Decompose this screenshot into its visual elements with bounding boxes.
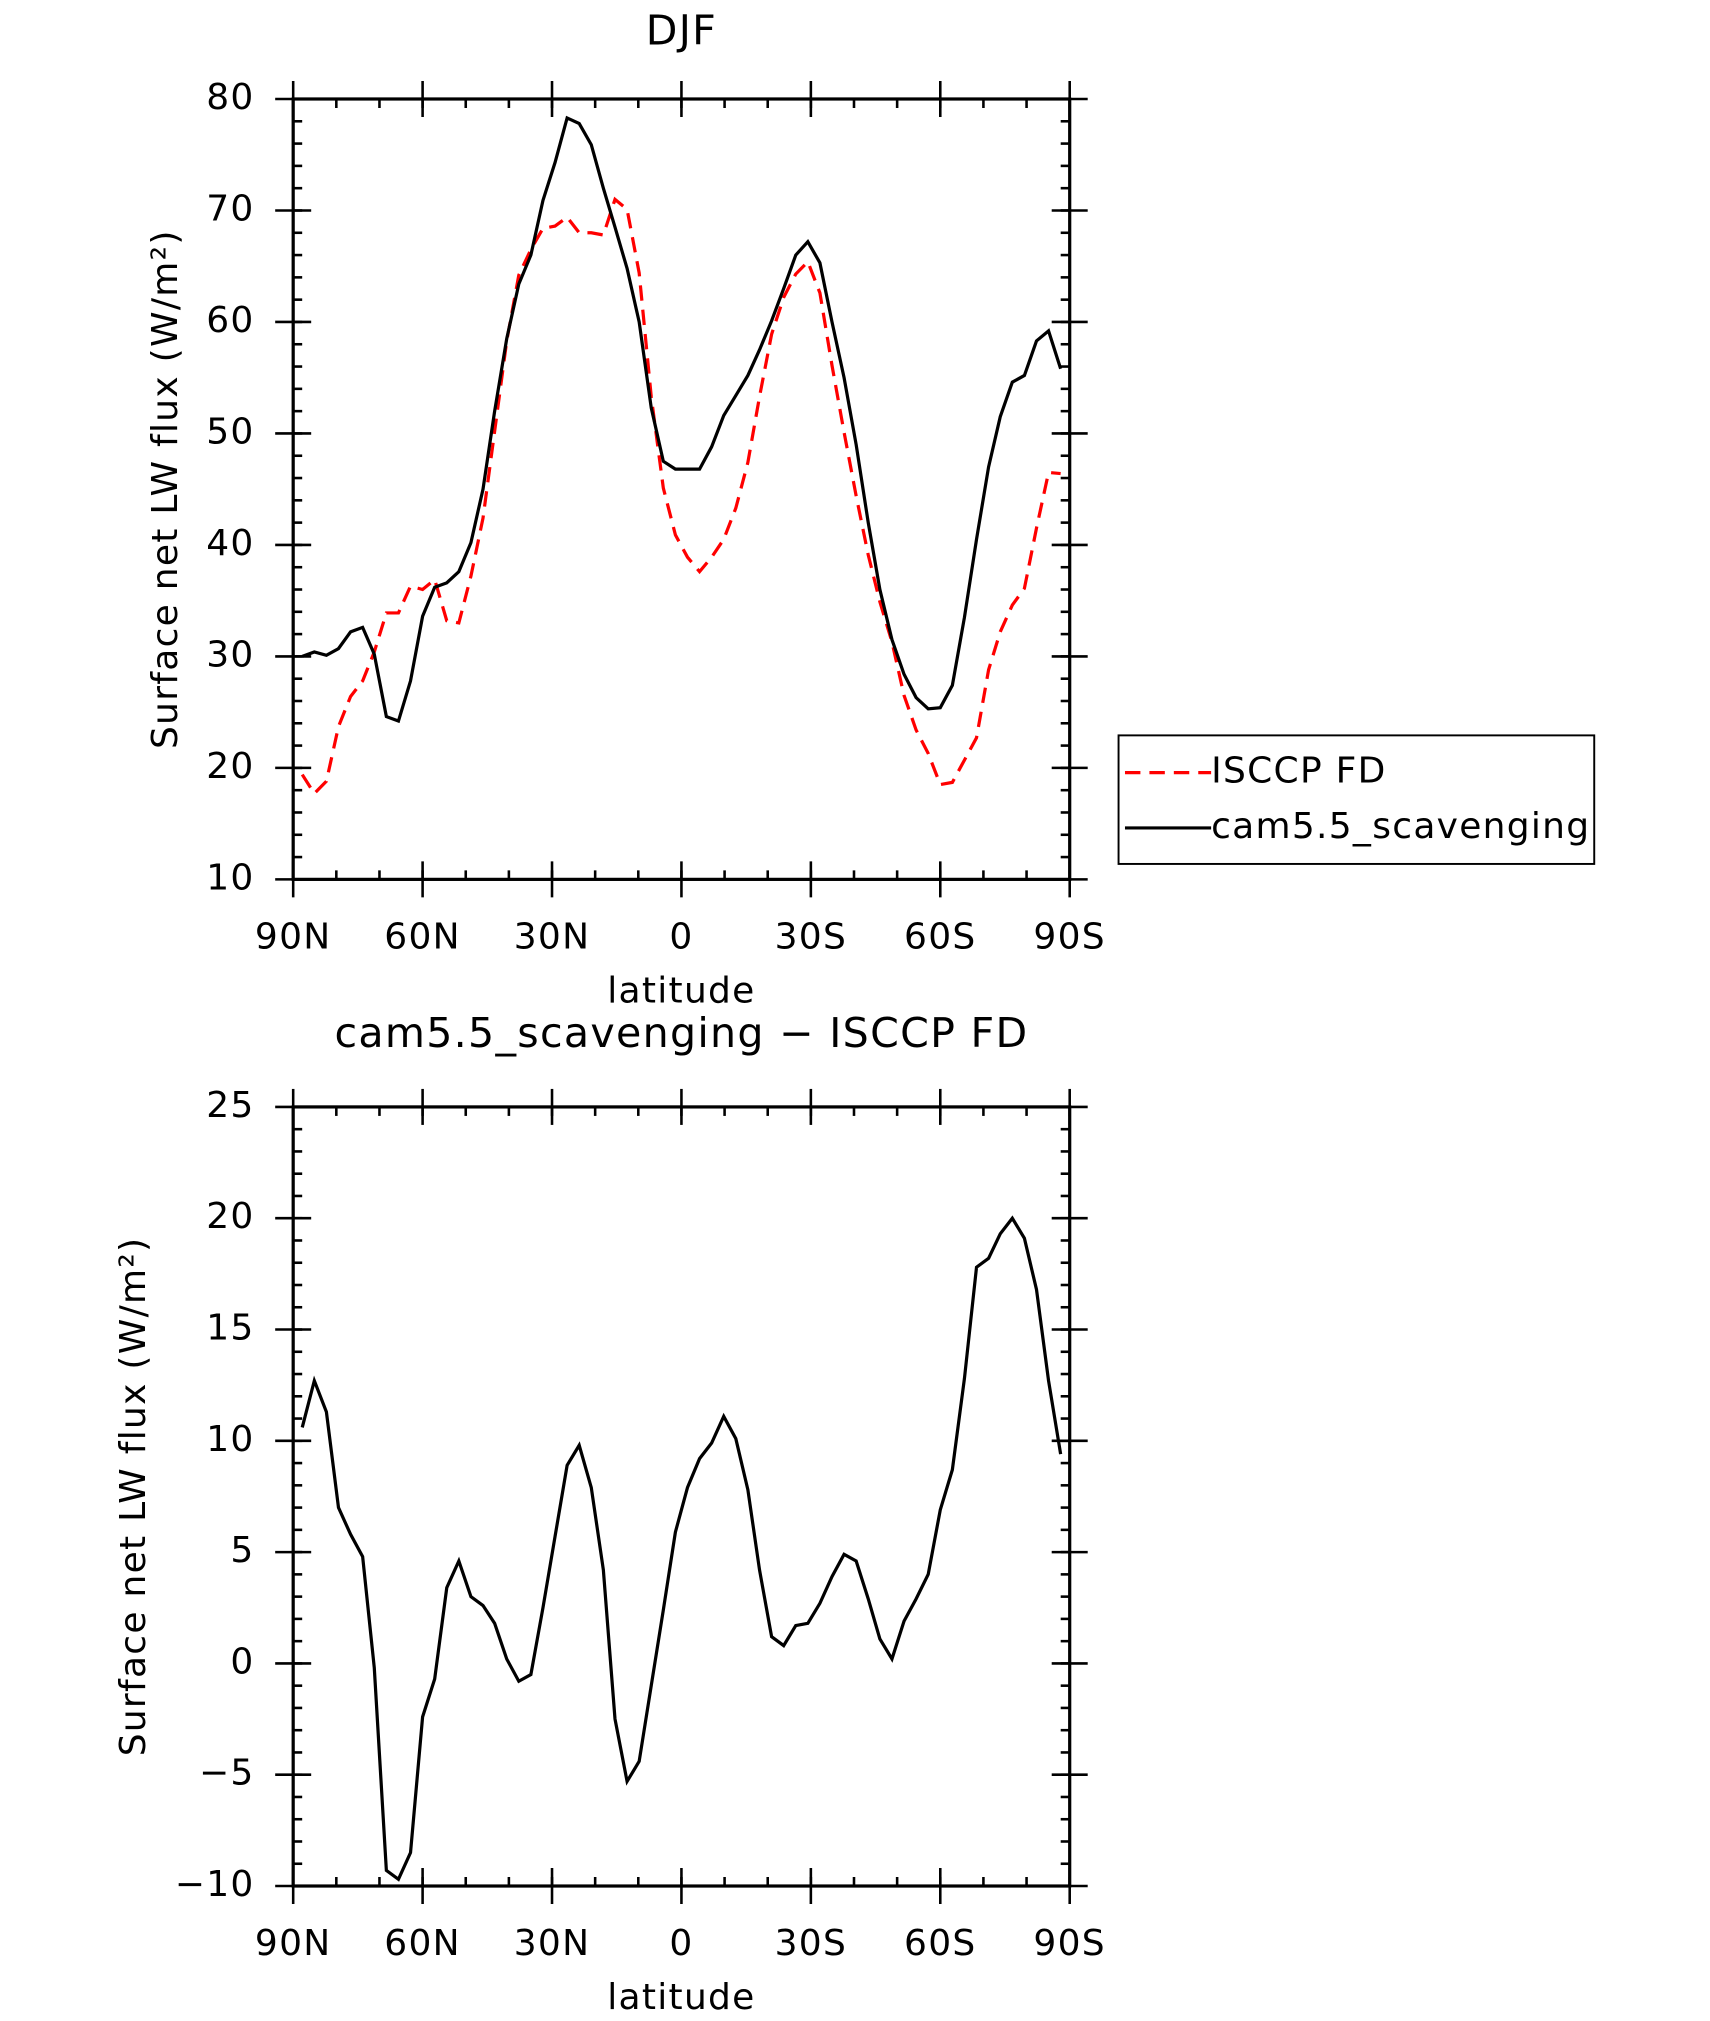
x-tick-label: 30S <box>775 1923 848 1964</box>
x-tick-label: 60N <box>384 917 461 958</box>
y-tick-label: 80 <box>206 77 254 118</box>
legend-box <box>1117 734 1596 865</box>
data-line <box>301 115 1063 724</box>
y-tick-label: 10 <box>206 857 254 898</box>
data-line <box>300 1215 1063 1882</box>
x-tick-label: 0 <box>669 1923 693 1964</box>
y-tick-label: 25 <box>206 1085 254 1126</box>
chart-title: cam5.5_scavenging − ISCCP FD <box>334 1009 1028 1057</box>
y-tick-label: 15 <box>206 1308 254 1349</box>
y-axis-label: Surface net LW flux (W/m²) <box>113 1237 154 1757</box>
x-axis-label: latitude <box>607 1977 755 2018</box>
x-tick-label: 0 <box>669 917 693 958</box>
x-tick-label: 60S <box>904 917 977 958</box>
x-tick-label: 30N <box>514 917 591 958</box>
y-tick-label: −10 <box>175 1864 255 1905</box>
plot-frame <box>291 97 1072 881</box>
x-tick-label: 90N <box>255 1923 332 1964</box>
y-tick-label: 0 <box>230 1641 254 1682</box>
x-tick-label: 90N <box>255 917 332 958</box>
y-tick-label: 40 <box>206 523 254 564</box>
x-tick-label: 30S <box>775 917 848 958</box>
y-tick-label: 10 <box>206 1419 254 1460</box>
y-axis-label: Surface net LW flux (W/m²) <box>145 229 186 749</box>
legend-label: ISCCP FD <box>1211 751 1387 792</box>
y-tick-label: −5 <box>199 1753 255 1794</box>
y-tick-label: 20 <box>206 746 254 787</box>
y-tick-label: 20 <box>206 1196 254 1237</box>
x-tick-label: 90S <box>1033 1923 1106 1964</box>
y-tick-label: 50 <box>206 411 254 452</box>
y-tick-label: 60 <box>206 300 254 341</box>
y-tick-label: 70 <box>206 188 254 229</box>
x-tick-label: 90S <box>1033 917 1106 958</box>
x-tick-label: 60S <box>904 1923 977 1964</box>
x-tick-label: 30N <box>514 1923 591 1964</box>
data-line <box>300 196 1061 797</box>
legend-label: cam5.5_scavenging <box>1211 806 1590 847</box>
x-axis-label: latitude <box>607 971 755 1012</box>
plot-frame <box>291 1105 1072 1888</box>
y-tick-label: 5 <box>230 1530 254 1571</box>
x-tick-label: 60N <box>384 1923 461 1964</box>
y-tick-label: 30 <box>206 634 254 675</box>
chart-title: DJF <box>646 6 717 54</box>
